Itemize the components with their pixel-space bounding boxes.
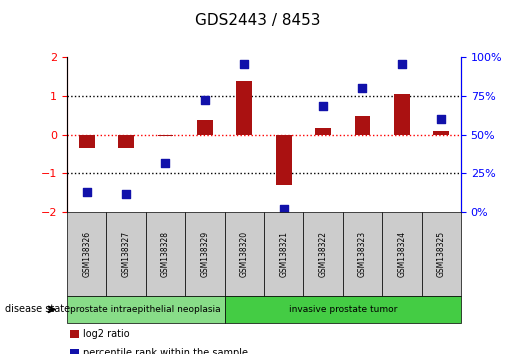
Text: GSM138321: GSM138321 [279,231,288,277]
Text: invasive prostate tumor: invasive prostate tumor [288,305,397,314]
Bar [236,81,252,135]
Text: GSM138323: GSM138323 [358,231,367,277]
Bar [354,116,370,135]
Point [437,116,445,122]
Text: GSM138324: GSM138324 [398,231,406,277]
Bar [197,120,213,135]
Bar [394,93,410,135]
Point [161,160,169,165]
Point [398,62,406,67]
Text: GSM138325: GSM138325 [437,231,445,277]
Point [122,191,130,196]
Bar [158,135,174,136]
Text: GSM138329: GSM138329 [200,231,209,277]
Text: GSM138328: GSM138328 [161,231,170,277]
Text: log2 ratio: log2 ratio [83,329,130,339]
Point [358,85,367,91]
Bar [276,135,291,185]
Text: percentile rank within the sample: percentile rank within the sample [83,348,248,354]
Bar [79,135,95,148]
Bar [315,127,331,135]
Text: disease state: disease state [5,304,70,314]
Text: prostate intraepithelial neoplasia: prostate intraepithelial neoplasia [71,305,221,314]
Text: GSM138327: GSM138327 [122,231,130,277]
Point [240,62,248,67]
Bar [433,131,449,135]
Point [319,104,327,109]
Point [82,189,91,195]
Point [280,206,288,212]
Text: GSM138322: GSM138322 [319,231,328,277]
Text: GDS2443 / 8453: GDS2443 / 8453 [195,13,320,28]
Point [201,97,209,103]
Text: GSM138320: GSM138320 [240,231,249,277]
Text: GSM138326: GSM138326 [82,231,91,277]
Bar [118,135,134,148]
